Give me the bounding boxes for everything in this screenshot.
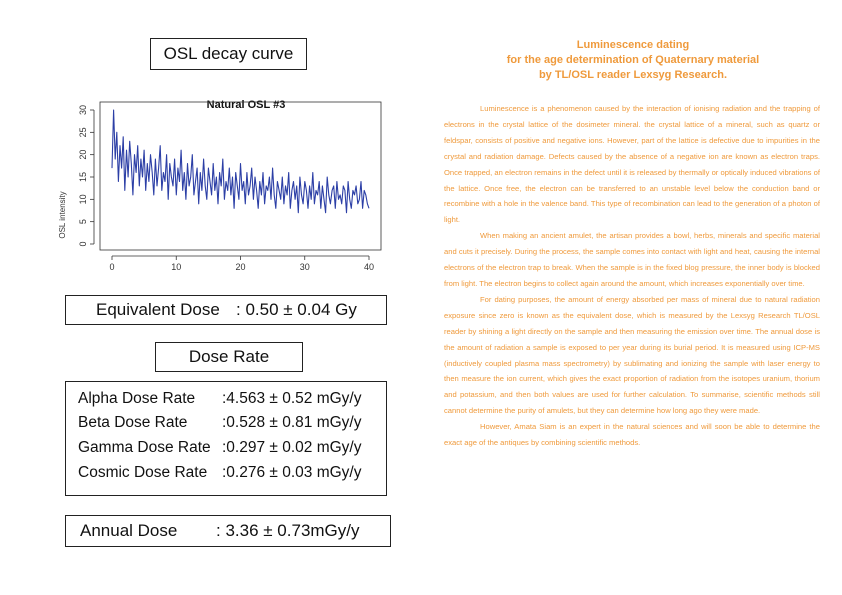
y-tick-label: 10: [78, 194, 88, 204]
article-title: Luminescence dating for the age determin…: [440, 38, 826, 83]
article-body: Luminescence is a phenomenon caused by t…: [444, 101, 820, 451]
dose-rate-value: :4.563 ± 0.52 mGy/y: [222, 390, 362, 407]
article-paragraph: Luminescence is a phenomenon caused by t…: [444, 104, 820, 225]
osl-chart-svg: Natural OSL #3 OSL intensity 0 5 10 15 20 25 3…: [58, 99, 382, 272]
x-tick-label: 20: [235, 262, 245, 272]
equivalent-dose-value: : 0.50 ± 0.04 Gy: [236, 300, 357, 319]
x-tick-label: 30: [300, 262, 310, 272]
equivalent-dose-box: Equivalent Dose : 0.50 ± 0.04 Gy: [65, 295, 387, 325]
y-tick-label: 0: [78, 241, 88, 246]
osl-decay-curve-title: OSL decay curve: [150, 38, 307, 70]
annual-dose-value: : 3.36 ± 0.73mGy/y: [216, 521, 360, 540]
article-title-line: by TL/OSL reader Lexsyg Research.: [538, 69, 728, 81]
y-tick-label: 15: [78, 172, 88, 182]
dose-rate-label: Beta Dose Rate: [78, 414, 188, 431]
article-paragraph: However, Amata Siam is an expert in the …: [444, 422, 820, 448]
dose-rate-value: :0.276 ± 0.03 mGy/y: [222, 464, 362, 481]
x-tick-label: 0: [109, 262, 114, 272]
dose-rates-box: Alpha Dose Rate :4.563 ± 0.52 mGy/y Beta…: [65, 381, 387, 496]
x-tick-label: 40: [364, 262, 374, 272]
annual-dose-label: Annual Dose: [80, 521, 178, 540]
article-title-line: Luminescence dating: [576, 39, 690, 51]
article-paragraph: For dating purposes, the amount of energ…: [444, 294, 820, 416]
y-tick-label: 20: [78, 150, 88, 160]
y-tick-label: 25: [78, 127, 88, 137]
dose-rate-label: Alpha Dose Rate: [78, 390, 196, 407]
equivalent-dose-label: Equivalent Dose: [96, 300, 220, 319]
chart-y-axis-label: OSL intensity: [58, 191, 67, 238]
annual-dose-box: Annual Dose : 3.36 ± 0.73mGy/y: [65, 515, 391, 547]
dose-rate-title-text: Dose Rate: [188, 347, 270, 366]
dose-rate-title: Dose Rate: [155, 342, 303, 372]
x-tick-label: 10: [171, 262, 181, 272]
y-tick-label: 5: [78, 219, 88, 224]
chart-plot-area: 0 5 10 15 20 25 30 0 10 20 30 40: [78, 101, 382, 272]
article-title-line: for the age determination of Quaternary …: [506, 54, 760, 66]
dose-rate-value: :0.297 ± 0.02 mGy/y: [222, 439, 362, 456]
dose-rate-value: :0.528 ± 0.81 mGy/y: [222, 414, 362, 431]
plot-frame: [99, 101, 382, 251]
osl-title-text: OSL decay curve: [163, 44, 294, 63]
osl-series-line: [111, 109, 370, 214]
chart-title: Natural OSL #3: [207, 99, 286, 111]
dose-rate-label: Gamma Dose Rate: [78, 439, 211, 456]
article-paragraph: When making an ancient amulet, the artis…: [444, 231, 820, 288]
dose-rate-label: Cosmic Dose Rate: [78, 464, 208, 481]
osl-decay-chart: Natural OSL #3 OSL intensity 0 5 10 15 20 25 3…: [56, 90, 386, 290]
y-tick-label: 30: [78, 105, 88, 115]
